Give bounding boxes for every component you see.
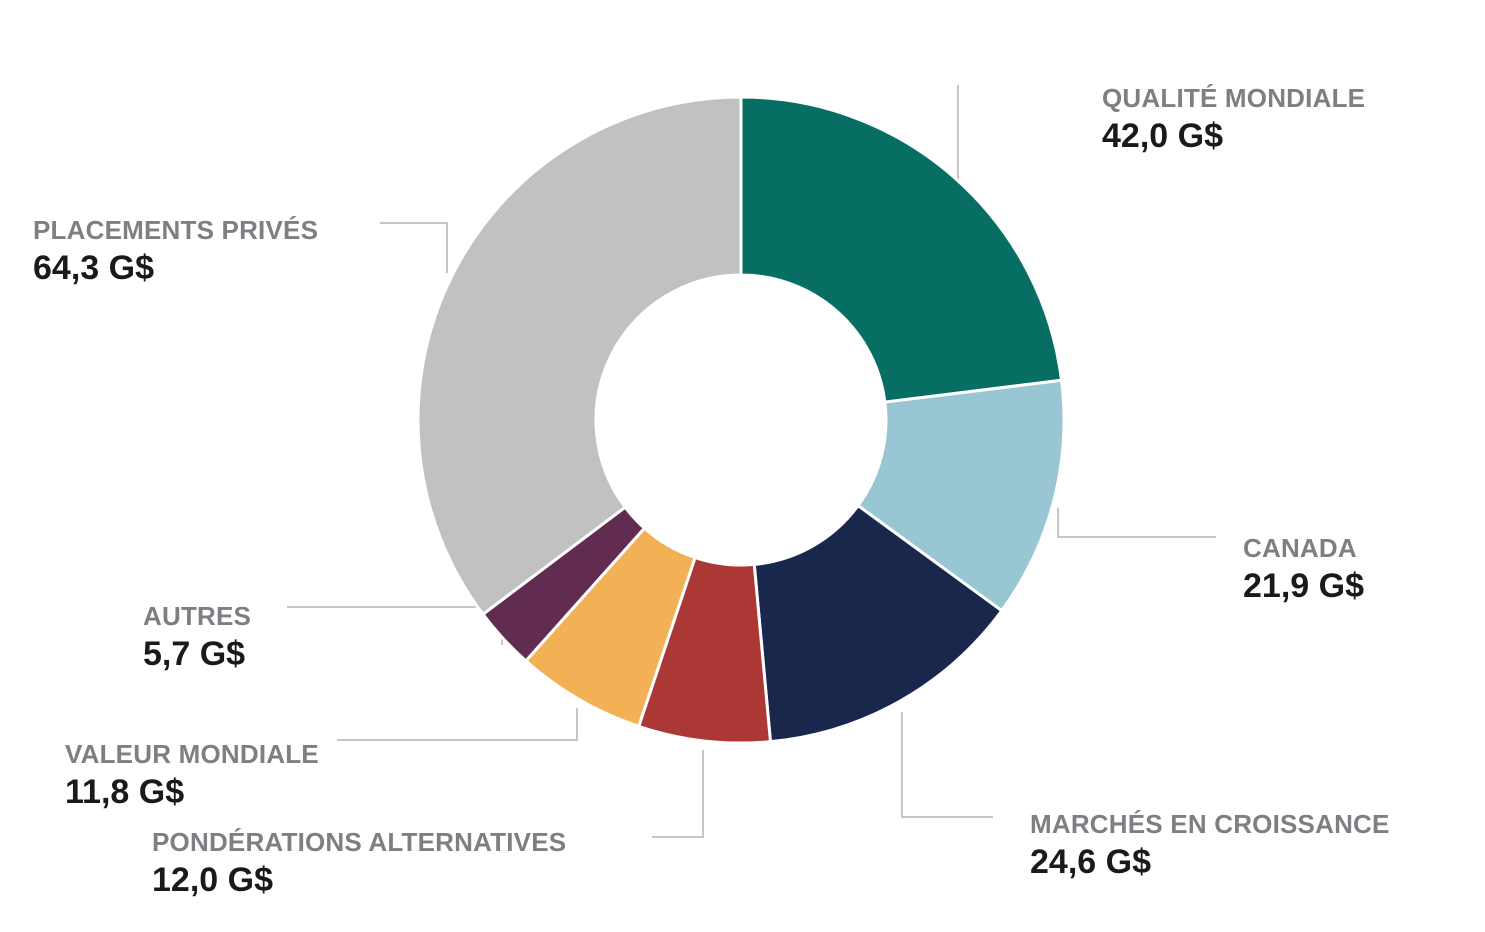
slice-qualite-mondiale (739, 95, 1064, 404)
leader-line-ponderations-alternatives (652, 750, 704, 838)
segment-value: 64,3 G$ (33, 249, 154, 287)
donut-slices-group (416, 95, 1066, 745)
segment-value: 21,9 G$ (1243, 567, 1364, 605)
segment-label: AUTRES (143, 601, 252, 631)
segment-value: 5,7 G$ (143, 635, 246, 673)
callout-canada: CANADA 21,9 G$ (1243, 530, 1364, 606)
callout-qualite-mondiale: QUALITÉ MONDIALE 42,0 G$ (1102, 80, 1365, 156)
callout-valeur-mondiale: VALEUR MONDIALE 11,8 G$ (65, 736, 319, 812)
leader-line-placements-prives (380, 222, 448, 273)
segment-value: 11,8 G$ (65, 773, 185, 811)
leader-line-autres (287, 606, 503, 645)
leader-line-marches-en-croissance (901, 712, 993, 818)
callout-marches-en-croissance: MARCHÉS EN CROISSANCE 24,6 G$ (1030, 806, 1390, 882)
segment-label: QUALITÉ MONDIALE (1102, 83, 1366, 113)
segment-value: 42,0 G$ (1102, 117, 1223, 155)
segment-value: 12,0 G$ (152, 861, 273, 899)
segment-label: MARCHÉS EN CROISSANCE (1030, 809, 1390, 839)
segment-label: PLACEMENTS PRIVÉS (33, 215, 319, 245)
slice-placements-prives (416, 95, 743, 616)
segment-value: 24,6 G$ (1030, 843, 1151, 881)
callout-ponderations-alternatives: PONDÉRATIONS ALTERNATIVES 12,0 G$ (152, 824, 566, 900)
segment-label: VALEUR MONDIALE (65, 739, 319, 769)
leader-line-canada (1057, 508, 1216, 538)
slice-canada (856, 378, 1066, 613)
segment-label: CANADA (1243, 533, 1357, 563)
slice-marches-en-croissance (752, 504, 1004, 744)
segment-label: PONDÉRATIONS ALTERNATIVES (152, 827, 567, 857)
callout-autres: AUTRES 5,7 G$ (143, 598, 251, 674)
leader-line-valeur-mondiale (337, 708, 578, 741)
callout-placements-prives: PLACEMENTS PRIVÉS 64,3 G$ (33, 212, 318, 288)
